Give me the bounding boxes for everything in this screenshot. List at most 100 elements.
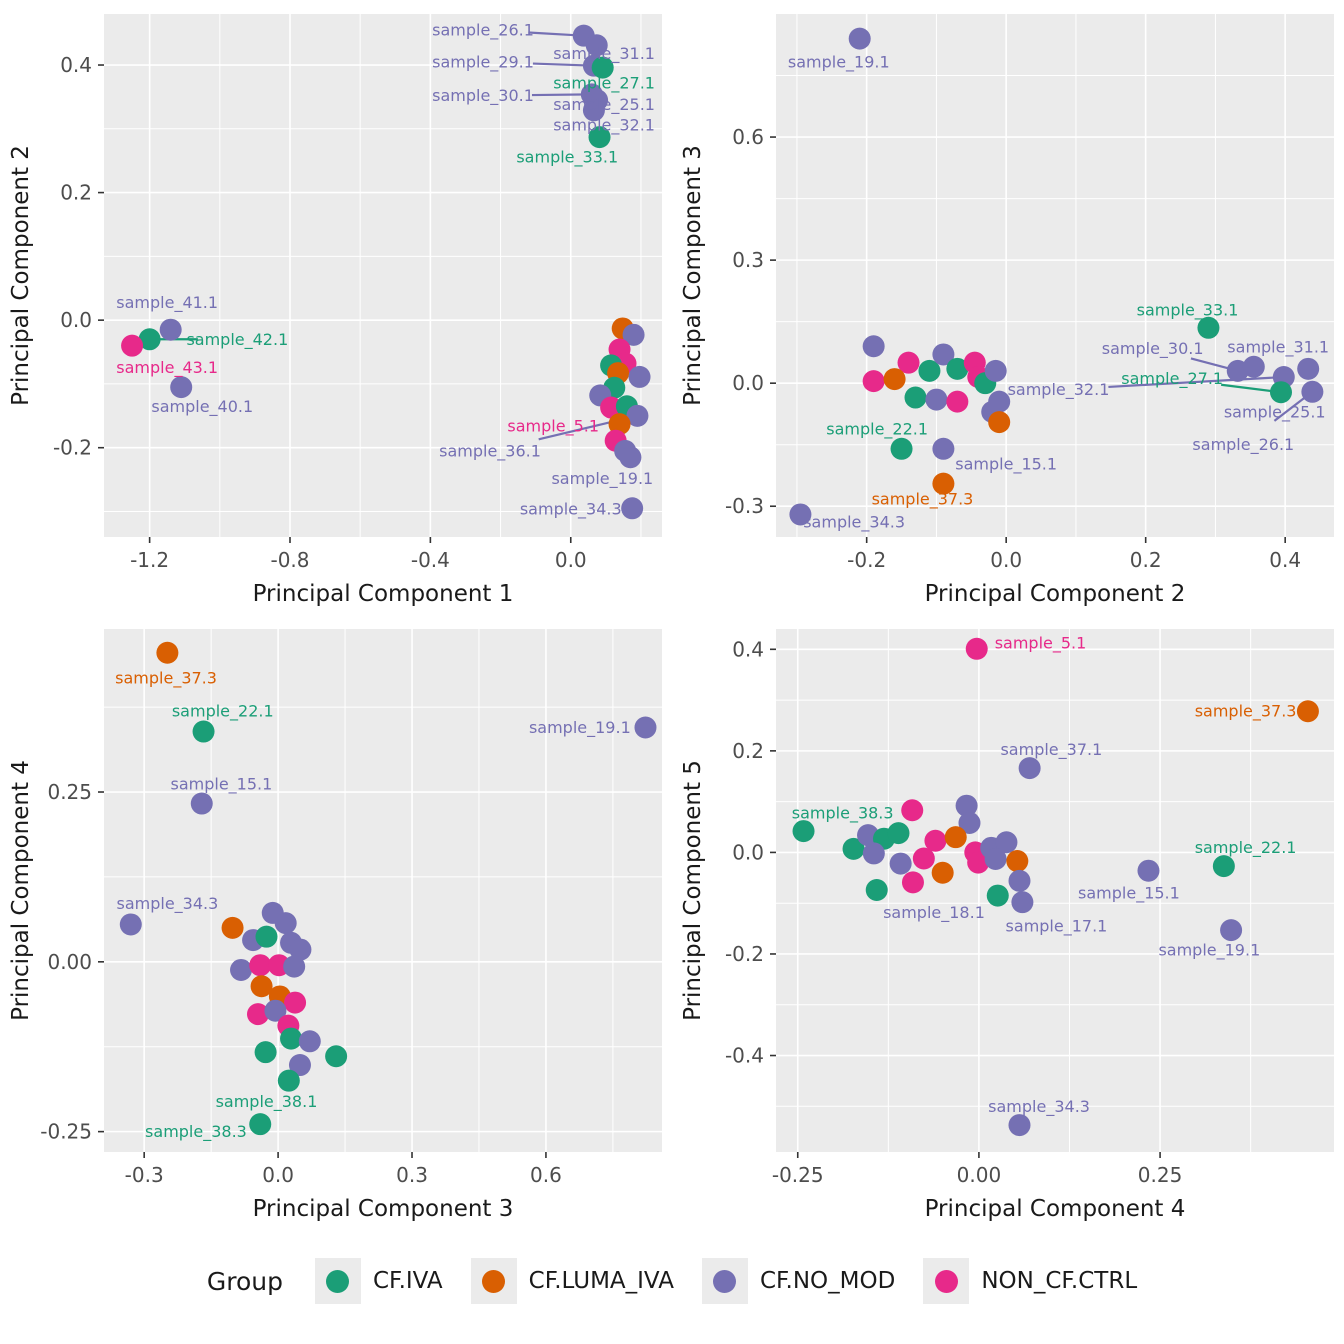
data-point <box>918 359 941 382</box>
sample-label: sample_22.1 <box>1195 838 1297 858</box>
x-axis-title: Principal Component 4 <box>925 1196 1186 1222</box>
data-point <box>932 437 955 460</box>
sample-label: sample_37.1 <box>1000 740 1102 760</box>
data-point <box>1301 380 1324 403</box>
sample-label: sample_26.1 <box>432 20 534 40</box>
y-axis-title: Principal Component 5 <box>680 760 706 1021</box>
data-point <box>1008 1114 1031 1137</box>
y-tick-label: -0.2 <box>53 436 92 460</box>
sample-label: sample_15.1 <box>1078 884 1180 904</box>
data-point <box>159 318 182 341</box>
sample-label: sample_22.1 <box>172 702 274 722</box>
sample-label: sample_34.3 <box>988 1097 1090 1117</box>
y-tick-label: 0.0 <box>732 371 764 395</box>
data-point <box>946 357 969 380</box>
data-point <box>1242 355 1265 378</box>
y-axis-title: Principal Component 4 <box>8 760 34 1021</box>
x-tick-label: -1.2 <box>130 548 169 572</box>
data-point <box>848 27 871 50</box>
pca-plot-pc4-pc5: -0.25 0.00 0.25 -0.4 -0.2 0.0 0.2 0.4 Principal … <box>672 621 1344 1236</box>
x-axis-title: Principal Component 1 <box>253 581 514 607</box>
data-point <box>1008 869 1031 892</box>
sample-label: sample_19.1 <box>788 52 890 72</box>
sample-label: sample_38.1 <box>216 1092 318 1112</box>
label-leader-line <box>1108 375 1284 389</box>
data-point <box>965 637 988 660</box>
legend-entry: CF.IVA <box>314 1258 443 1304</box>
legend-entry: CF.LUMA_IVA <box>470 1258 674 1304</box>
y-tick-label: 0.2 <box>60 181 92 205</box>
x-tick-label: -0.4 <box>411 548 450 572</box>
legend-entry-label: CF.IVA <box>372 1268 443 1294</box>
data-point <box>984 848 1007 871</box>
sample-label: sample_27.1 <box>553 73 655 93</box>
data-point <box>628 365 651 388</box>
sample-label: sample_31.1 <box>1227 338 1329 358</box>
pca-plot-pc3-pc4: -0.3 0.0 0.3 0.6 -0.25 0.00 0.25 Principal Comp… <box>0 621 672 1236</box>
data-point <box>1220 919 1243 942</box>
x-tick-label: 0.3 <box>396 1163 428 1187</box>
data-point <box>190 792 213 815</box>
y-tick-label: -0.2 <box>725 942 764 966</box>
legend-title: Group <box>206 1266 283 1296</box>
data-point <box>932 343 955 366</box>
sample-label: sample_5.1 <box>995 634 1087 654</box>
plot-svg: -0.2 0.0 0.2 0.4 -0.3 0.0 0.3 0.6 Principal Comp… <box>680 14 1334 607</box>
data-point <box>255 925 278 948</box>
x-tick-label: 0.4 <box>1269 548 1301 572</box>
legend-entry-label: CF.LUMA_IVA <box>528 1268 674 1294</box>
x-axis-title: Principal Component 3 <box>253 1196 514 1222</box>
sample-label: sample_34.3 <box>803 513 905 533</box>
data-point <box>924 829 947 852</box>
data-point <box>955 794 978 817</box>
sample-label: sample_19.1 <box>1158 940 1260 960</box>
y-axis-title: Principal Component 3 <box>680 145 706 406</box>
sample-label: sample_25.1 <box>553 95 655 115</box>
data-point <box>862 842 885 865</box>
y-tick-label: 0.4 <box>732 637 764 661</box>
data-point <box>284 991 307 1014</box>
data-point <box>608 413 631 436</box>
plot-panel <box>104 14 662 537</box>
data-point <box>288 1054 311 1077</box>
sample-label: sample_19.1 <box>551 469 653 489</box>
sample-label: sample_30.1 <box>432 86 534 106</box>
sample-label: sample_15.1 <box>955 454 1057 474</box>
x-tick-label: 0.6 <box>530 1163 562 1187</box>
data-point <box>1296 700 1319 723</box>
data-point <box>862 335 885 358</box>
sample-label: sample_30.1 <box>1102 339 1204 359</box>
sample-label: sample_32.1 <box>1008 380 1110 400</box>
data-point <box>1006 850 1029 873</box>
x-tick-label: 0.0 <box>990 548 1022 572</box>
x-tick-label: -0.8 <box>270 548 309 572</box>
plot-svg: -1.2 -0.8 -0.4 0.0 -0.2 0.0 0.2 0.4 Principal Co… <box>8 14 662 607</box>
data-point <box>925 388 948 411</box>
data-point <box>1018 757 1041 780</box>
data-point <box>986 884 1009 907</box>
data-point <box>121 334 144 357</box>
data-point <box>298 1030 321 1053</box>
y-tick-label: 0.4 <box>60 53 92 77</box>
data-point <box>156 641 179 664</box>
data-point <box>897 351 920 374</box>
data-point <box>862 370 885 393</box>
data-point <box>912 847 935 870</box>
data-point <box>138 328 161 351</box>
data-point <box>789 503 812 526</box>
x-tick-label: -0.2 <box>847 548 886 572</box>
y-tick-label: 0.6 <box>732 125 764 149</box>
legend-dot-icon <box>934 1269 958 1293</box>
data-point <box>890 437 913 460</box>
sample-label: sample_29.1 <box>432 52 534 72</box>
plot-panel <box>104 629 662 1152</box>
sample-label: sample_37.3 <box>115 668 217 688</box>
data-point <box>289 938 312 961</box>
plot-panel <box>776 14 1334 537</box>
pca-plot-pc1-pc2: -1.2 -0.8 -0.4 0.0 -0.2 0.0 0.2 0.4 Principal Co… <box>0 6 672 621</box>
x-axis-title: Principal Component 2 <box>925 581 1186 607</box>
data-point <box>264 999 287 1022</box>
sample-label: sample_33.1 <box>1137 301 1239 321</box>
y-tick-label: -0.3 <box>725 494 764 518</box>
x-tick-label: 0.2 <box>1130 548 1162 572</box>
